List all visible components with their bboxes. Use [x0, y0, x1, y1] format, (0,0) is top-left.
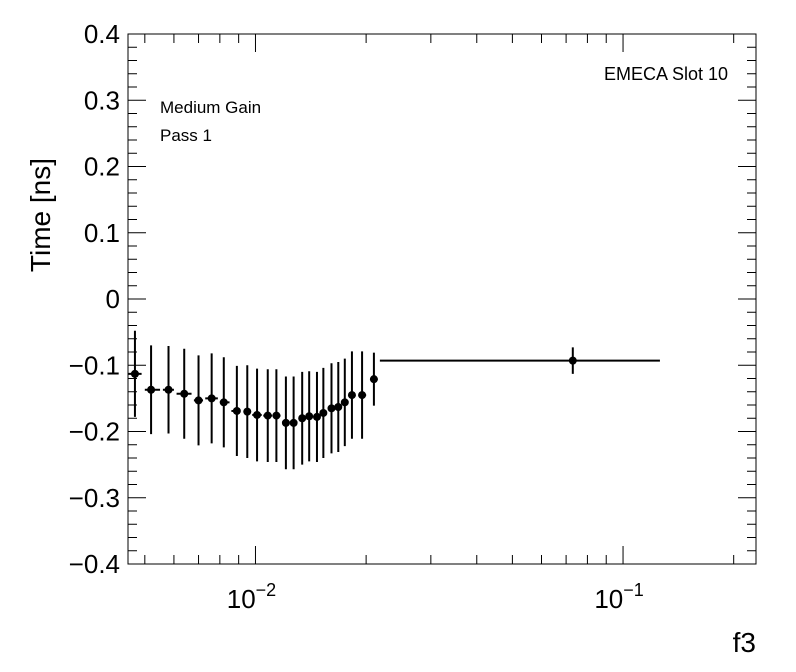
point-marker [298, 414, 307, 423]
data-point [263, 369, 273, 462]
point-marker [194, 396, 203, 405]
y-tick-label: −0.4 [69, 549, 120, 579]
point-marker [319, 408, 328, 417]
point-marker [243, 407, 252, 416]
y-tick-labels: 0.4 0.3 0.2 0.1 0 −0.1 −0.2 −0.3 −0.4 [69, 19, 120, 579]
data-point [358, 351, 367, 439]
y-tick-label: 0.1 [84, 218, 120, 248]
y-axis-title: Time [ns] [25, 158, 56, 272]
y-tick-label: 0.4 [84, 19, 120, 49]
point-marker [568, 356, 577, 365]
x-tick-base: 10 [594, 584, 623, 614]
x-tick-base: 10 [227, 584, 256, 614]
data-point [319, 367, 328, 458]
point-marker [340, 398, 349, 407]
point-marker [130, 369, 139, 378]
point-marker [305, 412, 314, 421]
point-marker [347, 391, 356, 400]
data-point [128, 330, 142, 417]
point-marker [263, 411, 272, 420]
point-marker [164, 385, 173, 394]
axis-ticks [128, 33, 756, 565]
data-point [176, 348, 192, 439]
gain-label: Medium Gain [160, 98, 261, 117]
data-point [144, 345, 161, 435]
data-point [334, 361, 343, 453]
x-tick-exponent: −2 [256, 580, 277, 600]
data-point [289, 376, 298, 470]
point-marker [180, 389, 189, 398]
point-marker [272, 411, 281, 420]
slot-label: EMECA Slot 10 [604, 64, 728, 84]
point-marker [358, 391, 367, 400]
data-point [281, 376, 290, 470]
x-tick-label: 10−2 [227, 580, 276, 614]
y-tick-label: −0.3 [69, 483, 120, 513]
data-point [193, 355, 204, 446]
data-point [298, 371, 307, 465]
point-marker [281, 418, 290, 427]
x-tick-label: 10−1 [594, 580, 643, 614]
point-marker [369, 375, 378, 384]
point-marker [253, 410, 262, 419]
data-point [347, 351, 356, 439]
data-point [369, 352, 378, 406]
x-tick-labels: 10−2 10−1 [227, 580, 644, 614]
data-point [243, 365, 252, 458]
point-marker [289, 418, 298, 427]
point-marker [312, 412, 321, 421]
point-marker [207, 394, 216, 403]
data-point [219, 357, 230, 448]
point-marker [334, 402, 343, 411]
y-tick-label: 0 [106, 284, 120, 314]
point-marker [327, 404, 336, 413]
data-points [128, 330, 660, 470]
y-tick-label: −0.2 [69, 417, 120, 447]
data-point [205, 353, 218, 444]
data-point [379, 347, 660, 374]
point-marker [219, 398, 228, 407]
y-tick-label: −0.1 [69, 350, 120, 380]
data-point [312, 371, 321, 462]
y-tick-label: 0.3 [84, 85, 120, 115]
data-point [252, 368, 262, 462]
y-tick-label: 0.2 [84, 152, 120, 182]
data-point [272, 369, 281, 462]
data-point [305, 371, 314, 462]
data-point [340, 358, 349, 447]
data-point [231, 365, 241, 457]
x-tick-exponent: −1 [623, 580, 644, 600]
point-marker [232, 406, 241, 415]
pass-label: Pass 1 [160, 126, 212, 145]
x-axis-title: f3 [733, 627, 756, 658]
data-point [327, 363, 336, 454]
data-point [162, 346, 174, 434]
point-marker [147, 385, 156, 394]
